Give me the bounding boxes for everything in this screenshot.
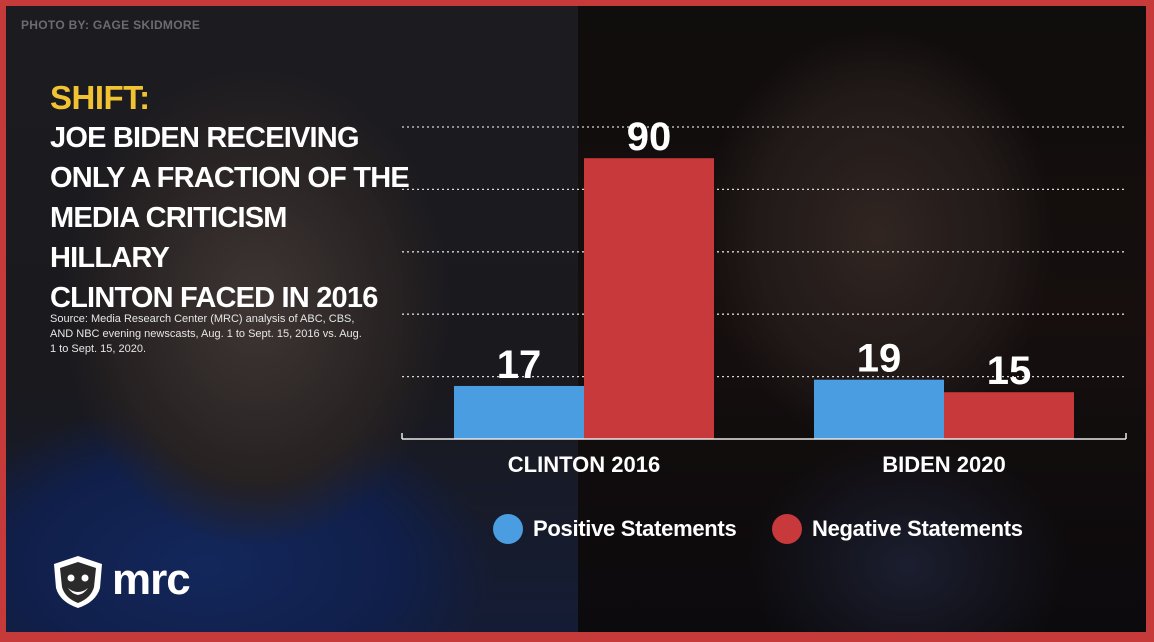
bar-positive-1: [814, 379, 944, 439]
photo-credit: PHOTO BY: GAGE SKIDMORE: [21, 18, 201, 32]
legend-label-positive: Positive Statements: [533, 516, 737, 541]
category-label: CLINTON 2016: [508, 452, 660, 477]
category-label: BIDEN 2020: [882, 452, 1006, 477]
legend-swatch-negative: [772, 514, 802, 544]
bar-negative-0: [584, 158, 714, 439]
data-label: 17: [497, 343, 542, 387]
bar-positive-0: [454, 385, 584, 439]
headline-title: JOE BIDEN RECEIVING ONLY A FRACTION OF T…: [50, 122, 410, 314]
data-label: 19: [857, 337, 902, 381]
clinton-photo: [6, 6, 578, 632]
legend-label-negative: Negative Statements: [812, 516, 1023, 541]
mrc-logo: mrc: [50, 554, 191, 615]
bulldog-shield-icon: [54, 556, 102, 608]
legend-item-positive: Positive Statements: [493, 512, 737, 546]
data-label: 90: [627, 115, 672, 159]
headline-kicker: SHIFT:: [50, 79, 150, 116]
logo-text: mrc: [112, 555, 191, 604]
bar-chart: 17 90 19 15 CLINTON 2016 BIDEN 2020: [401, 115, 1127, 477]
bar-negative-1: [944, 392, 1074, 439]
source-note: Source: Media Research Center (MRC) anal…: [50, 313, 362, 355]
legend-swatch-positive: [493, 514, 523, 544]
data-label: 15: [987, 349, 1032, 393]
headline: SHIFT: JOE BIDEN RECEIVING ONLY A FRACTI…: [50, 78, 410, 318]
infographic-frame: PHOTO BY: GAGE SKIDMORE SHIFT: JOE BIDEN…: [6, 6, 1146, 632]
legend-item-negative: Negative Statements: [772, 512, 1023, 546]
